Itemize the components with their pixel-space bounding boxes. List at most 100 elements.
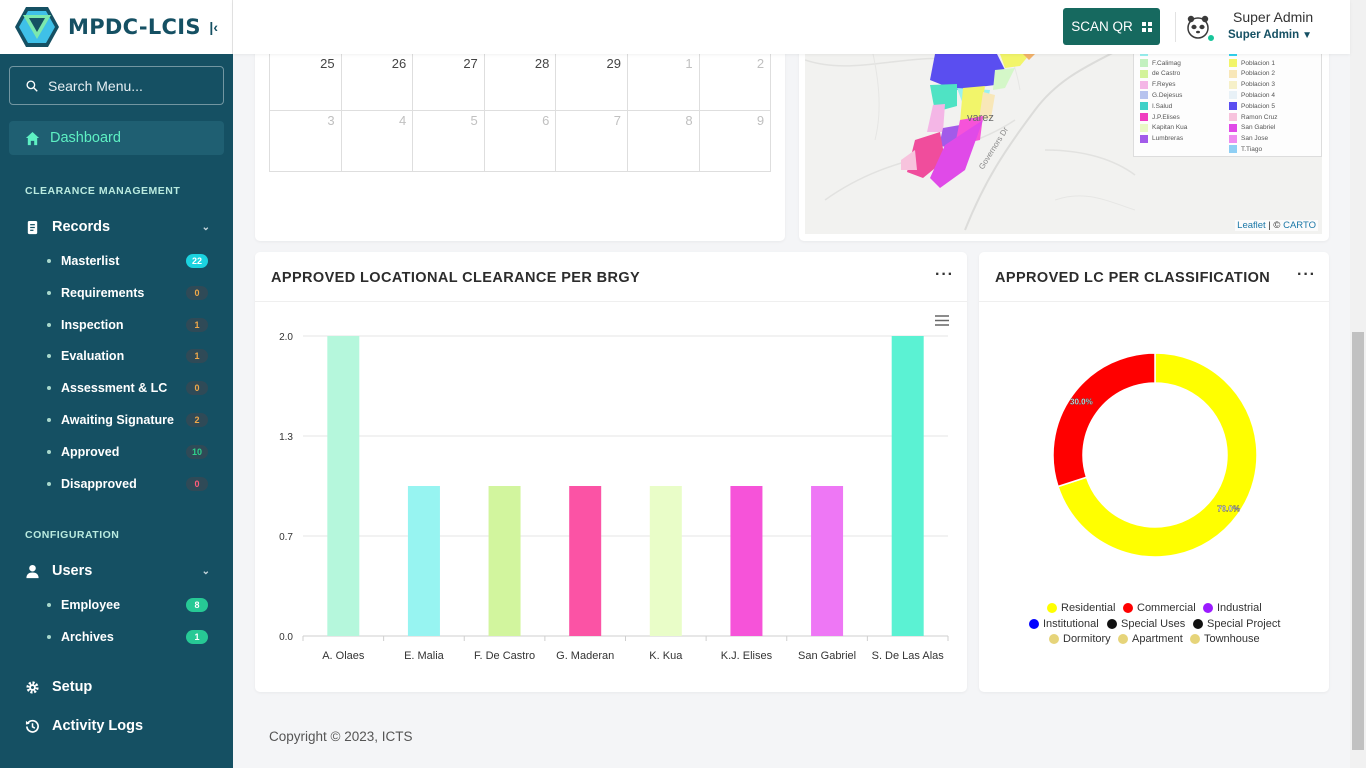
donut-slice[interactable] [1057,352,1258,558]
donut-legend-item[interactable]: Townhouse [1190,633,1260,645]
legend-label: Commercial [1137,602,1196,614]
footer-copyright: Copyright © 2023, ICTS [269,729,413,744]
carto-link[interactable]: CARTO [1283,220,1316,231]
chart-menu-icon[interactable] [935,315,949,326]
sidebar-item-assessment-lc[interactable]: Assessment & LC 0 [47,381,208,396]
donut-legend-item[interactable]: Dormitory [1049,633,1111,645]
sidebar-item-evaluation[interactable]: Evaluation 1 [47,349,208,364]
sidebar-item-label: Masterlist [61,254,120,268]
bar[interactable] [488,486,521,636]
sidebar-item-employee[interactable]: Employee 8 [47,598,208,612]
x-tick-label: A. Olaes [322,650,365,662]
calendar-week-row: 25 26 27 28 29 1 2 [269,53,772,111]
donut-legend-item[interactable]: Commercial [1123,602,1196,614]
legend-swatch [1140,134,1148,143]
sidebar-item-approved[interactable]: Approved 10 [47,444,208,459]
map-region [1023,54,1035,60]
count-badge: 1 [186,349,208,364]
calendar-day[interactable]: 3 [269,110,342,172]
nav-setup-label: Setup [52,679,93,695]
legend-swatch [1140,102,1148,111]
legend-label: Lumbreras [1152,135,1184,143]
scan-qr-button[interactable]: SCAN QR [1063,8,1160,45]
donut-legend-item[interactable]: Institutional [1029,618,1099,630]
calendar-day[interactable]: 2 [698,53,772,111]
nav-activity-logs[interactable]: Activity Logs [25,718,210,734]
sidebar-item-masterlist[interactable]: Masterlist 22 [47,254,208,268]
more-options-icon[interactable]: ··· [935,266,954,283]
calendar-day[interactable]: 26 [340,53,414,111]
bar[interactable] [327,336,360,636]
document-icon [27,220,38,234]
bar[interactable] [891,336,924,636]
bar[interactable] [649,486,682,636]
calendar-day[interactable]: 27 [412,53,485,111]
donut-chart-card: APPROVED LC PER CLASSIFICATION ··· 70.0%… [979,252,1329,692]
calendar-day[interactable]: 6 [483,110,557,172]
sidebar-item-archives[interactable]: Archives 1 [47,630,208,644]
slice-label: 30.0% [1070,398,1093,407]
calendar-day[interactable]: 28 [483,53,557,111]
nav-dashboard[interactable]: Dashboard [9,121,224,155]
legend-label: Kapitan Kua [1152,124,1188,132]
logo-icon [15,7,59,47]
donut-legend-item[interactable]: Special Project [1193,618,1280,630]
nav-setup[interactable]: Setup [25,679,210,695]
sidebar-item-label: Employee [61,598,121,612]
user-role-dropdown[interactable]: Super Admin ▼ [1228,29,1312,41]
calendar-day[interactable]: 4 [340,110,414,172]
bar[interactable] [569,486,602,636]
donut-legend-item[interactable]: Industrial [1203,602,1262,614]
nav-users[interactable]: Users ⌄ [25,563,210,579]
bar[interactable] [811,486,844,636]
map-legend-item: G.Dejesus [1140,91,1182,100]
calendar-day[interactable]: 1 [626,53,700,111]
legend-label: San Gabriel [1241,124,1276,132]
chevron-down-icon: ⌄ [201,565,210,577]
legend-label: Special Project [1207,618,1281,630]
calendar-day[interactable]: 9 [698,110,772,172]
calendar-day[interactable]: 29 [555,53,628,111]
legend-label: T.Tiago [1241,145,1263,153]
map-tiles: varez Governors Dr [805,9,1136,231]
calendar-day[interactable]: 8 [626,110,700,172]
legend-swatch [1107,619,1117,629]
bar[interactable] [407,486,440,636]
sidebar-item-requirements[interactable]: Requirements 0 [47,285,208,300]
page-scrollbar[interactable] [1350,0,1366,768]
calendar-day[interactable]: 7 [555,110,628,172]
map-legend-item: I.Salud [1140,102,1172,111]
scrollbar-thumb[interactable] [1352,332,1364,750]
sidebar-item-disapproved[interactable]: Disapproved 0 [47,476,208,491]
nav-records[interactable]: Records ⌄ [25,219,210,235]
leaflet-link[interactable]: Leaflet [1237,220,1266,231]
more-options-icon[interactable]: ··· [1297,266,1316,283]
bullet-icon [47,481,51,486]
map-legend-item: Poblacion 2 [1229,69,1275,78]
sidebar-item-label: Evaluation [61,349,125,364]
map-legend-item: T.Tiago [1229,145,1263,154]
legend-label: F.Calimag [1152,59,1181,67]
legend-swatch [1029,619,1039,629]
bar[interactable] [730,486,763,636]
sidebar-item-awaiting-signature[interactable]: Awaiting Signature 2 [47,413,208,427]
sidebar-item-inspection[interactable]: Inspection 1 [47,317,208,332]
donut-legend-item[interactable]: Residential [1047,602,1115,614]
avatar[interactable] [1185,14,1215,42]
collapse-sidebar-icon[interactable]: |‹ [209,19,218,35]
avatar-icon [1187,15,1209,39]
map-region [960,86,985,122]
calendar-day[interactable]: 25 [269,53,342,111]
donut-legend-item[interactable]: Special Uses [1107,618,1185,630]
count-badge: 1 [186,317,208,332]
legend-label: Poblacion 1 [1241,59,1275,67]
donut-slice[interactable] [1052,352,1156,488]
sidebar: MPDC-LCIS |‹ Dashboard CLEARANCE MANAGEM… [0,0,233,768]
calendar-day[interactable]: 5 [412,110,485,172]
map-legend-item: San Jose [1229,134,1268,143]
bar-chart: 2.0 1.3 0.7 0.0 A. Olaes E. Malia F. De Castro… [279,315,949,662]
search-input[interactable] [48,77,218,94]
section-clearance-management: CLEARANCE MANAGEMENT [25,185,181,197]
donut-legend-item[interactable]: Apartment [1118,633,1183,645]
y-tick-label: 1.3 [279,432,293,443]
